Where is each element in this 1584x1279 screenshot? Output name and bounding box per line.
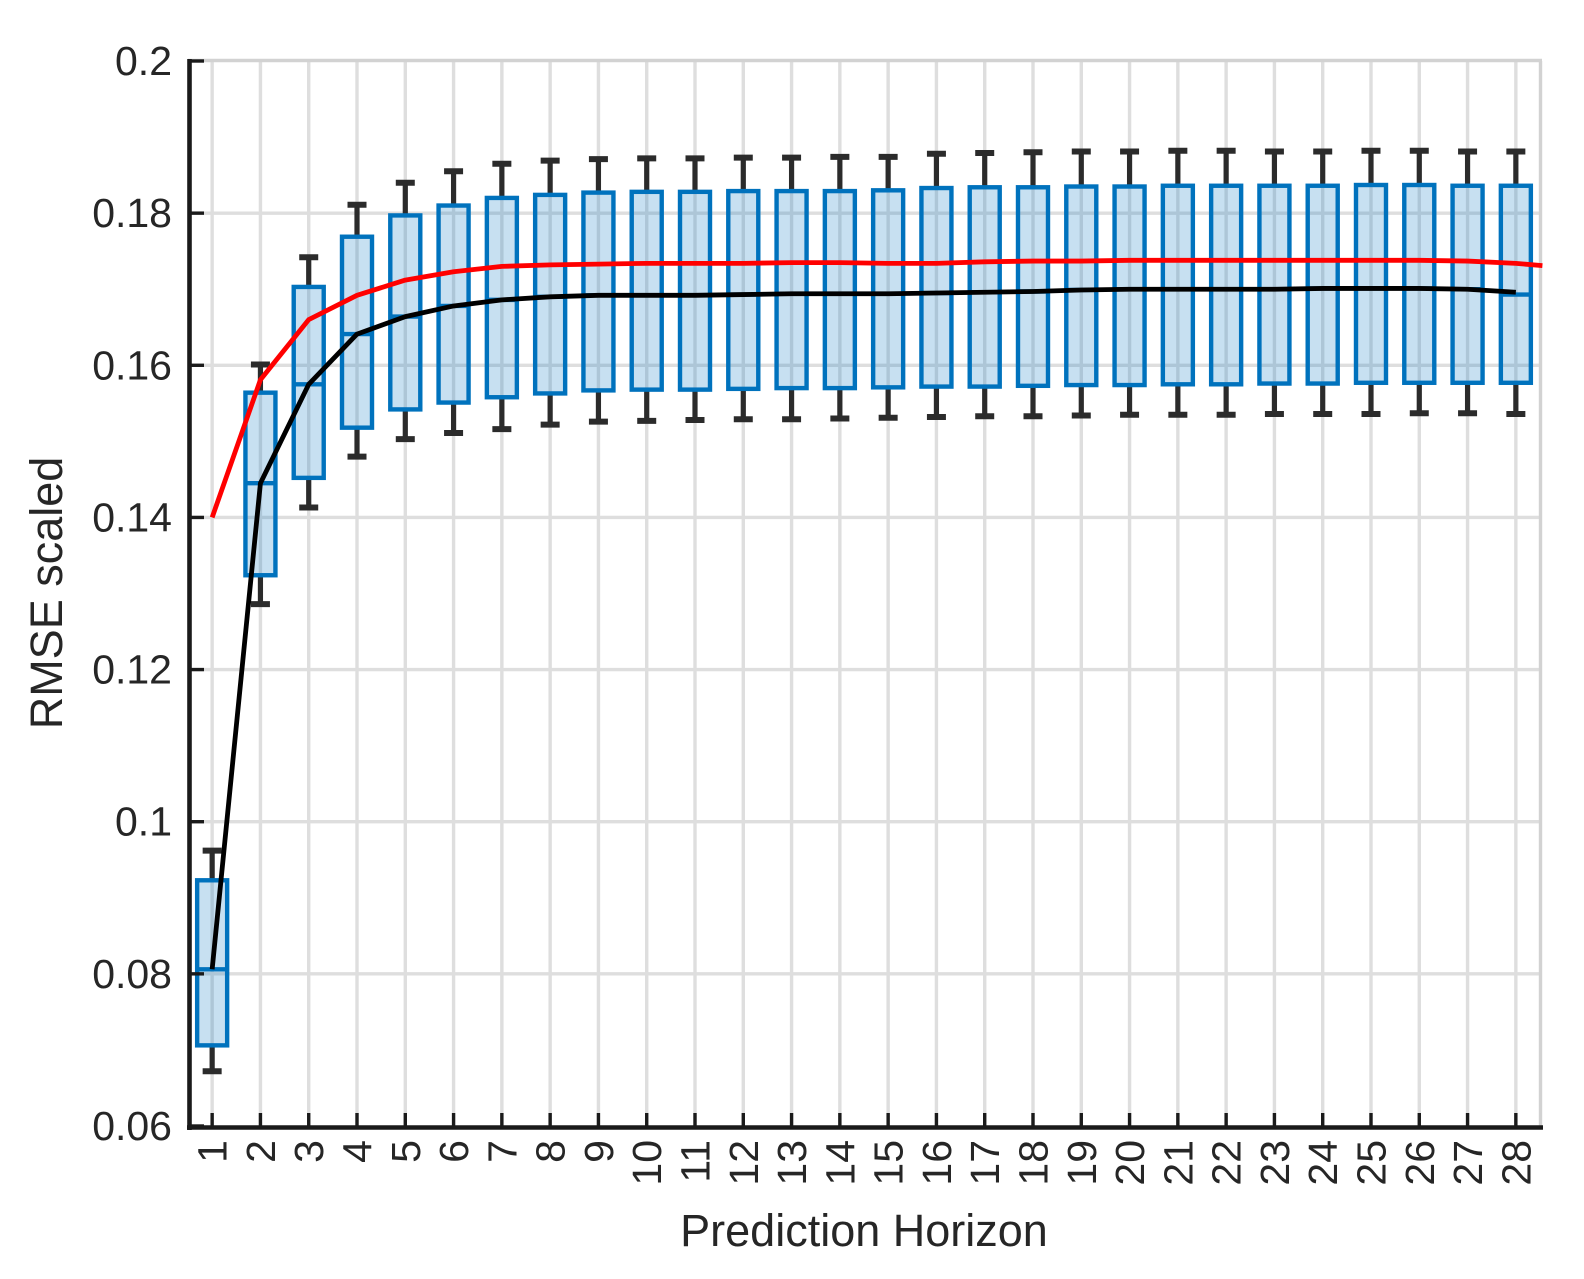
xtick-label: 7	[479, 1140, 525, 1163]
box	[1112, 184, 1147, 388]
xtick-label: 12	[721, 1140, 767, 1186]
xtick-label: 5	[383, 1140, 429, 1163]
box	[870, 188, 906, 390]
ytick-label: 0.14	[92, 494, 172, 540]
xtick-label: 24	[1300, 1140, 1346, 1186]
box	[581, 190, 616, 393]
xtick-label: 15	[866, 1140, 912, 1186]
box	[1160, 183, 1196, 387]
box	[1498, 183, 1534, 385]
median-trend-polyline	[209, 286, 1517, 970]
xtick-label: 26	[1397, 1140, 1443, 1186]
xtick-label: 21	[1155, 1140, 1201, 1186]
xtick-label: 19	[1059, 1140, 1105, 1186]
xtick-label: 9	[576, 1140, 622, 1163]
box	[1353, 182, 1389, 385]
mean-trend-polyline	[209, 257, 1543, 519]
xtick-label: 8	[528, 1140, 574, 1163]
xtick-label: 18	[1010, 1140, 1056, 1186]
mean-trend-line	[209, 257, 1543, 519]
x-axis-label: Prediction Horizon	[680, 1205, 1048, 1256]
xtick-label: 28	[1493, 1140, 1539, 1186]
xtick-label: 20	[1107, 1140, 1153, 1186]
box	[774, 188, 809, 391]
box	[1064, 184, 1099, 388]
box	[1208, 183, 1244, 387]
xtick-label: 1	[190, 1140, 236, 1163]
tick-label-layer: 0.060.080.10.120.140.160.180.21 2 3 4 5 6 7 8 9 1…	[92, 38, 1539, 1186]
xtick-label: 4	[335, 1140, 381, 1163]
box	[1450, 183, 1485, 385]
ytick-label: 0.12	[92, 647, 172, 693]
xtick-label: 6	[431, 1140, 477, 1163]
xtick-label: 16	[914, 1140, 960, 1186]
box-layer	[194, 182, 1534, 1048]
ytick-label: 0.2	[115, 38, 172, 84]
xtick-label: 17	[962, 1140, 1008, 1186]
box	[1015, 185, 1051, 389]
grid-layer	[188, 61, 1540, 1126]
axis-layer	[187, 59, 1543, 1130]
whisker-layer	[202, 147, 1526, 1075]
xtick-label: 13	[769, 1140, 815, 1186]
xtick-label: 22	[1204, 1140, 1250, 1186]
y-axis-label: RMSE scaled	[21, 457, 72, 730]
box	[677, 189, 713, 392]
ytick-label: 0.06	[92, 1103, 172, 1149]
ytick-label: 0.18	[92, 190, 172, 236]
xtick-label: 27	[1445, 1140, 1491, 1186]
ytick-label: 0.16	[92, 342, 172, 388]
xtick-label: 14	[817, 1140, 863, 1186]
tick-layer	[190, 59, 1518, 1128]
median-trend-line	[209, 286, 1517, 970]
xtick-label: 11	[673, 1140, 719, 1183]
ytick-label: 0.08	[92, 951, 172, 997]
box	[1257, 183, 1292, 386]
frame-layer	[188, 58, 1543, 1126]
xtick-label: 23	[1252, 1140, 1298, 1186]
ytick-label: 0.1	[115, 799, 172, 845]
box	[967, 185, 1002, 389]
box	[629, 189, 664, 392]
xtick-label: 3	[286, 1140, 332, 1163]
box	[822, 188, 858, 391]
box	[919, 185, 954, 389]
xtick-label: 25	[1348, 1140, 1394, 1186]
box	[1305, 183, 1340, 386]
xtick-label: 2	[238, 1140, 284, 1163]
xtick-label: 10	[624, 1140, 670, 1186]
box	[1402, 182, 1437, 385]
box	[726, 188, 761, 392]
